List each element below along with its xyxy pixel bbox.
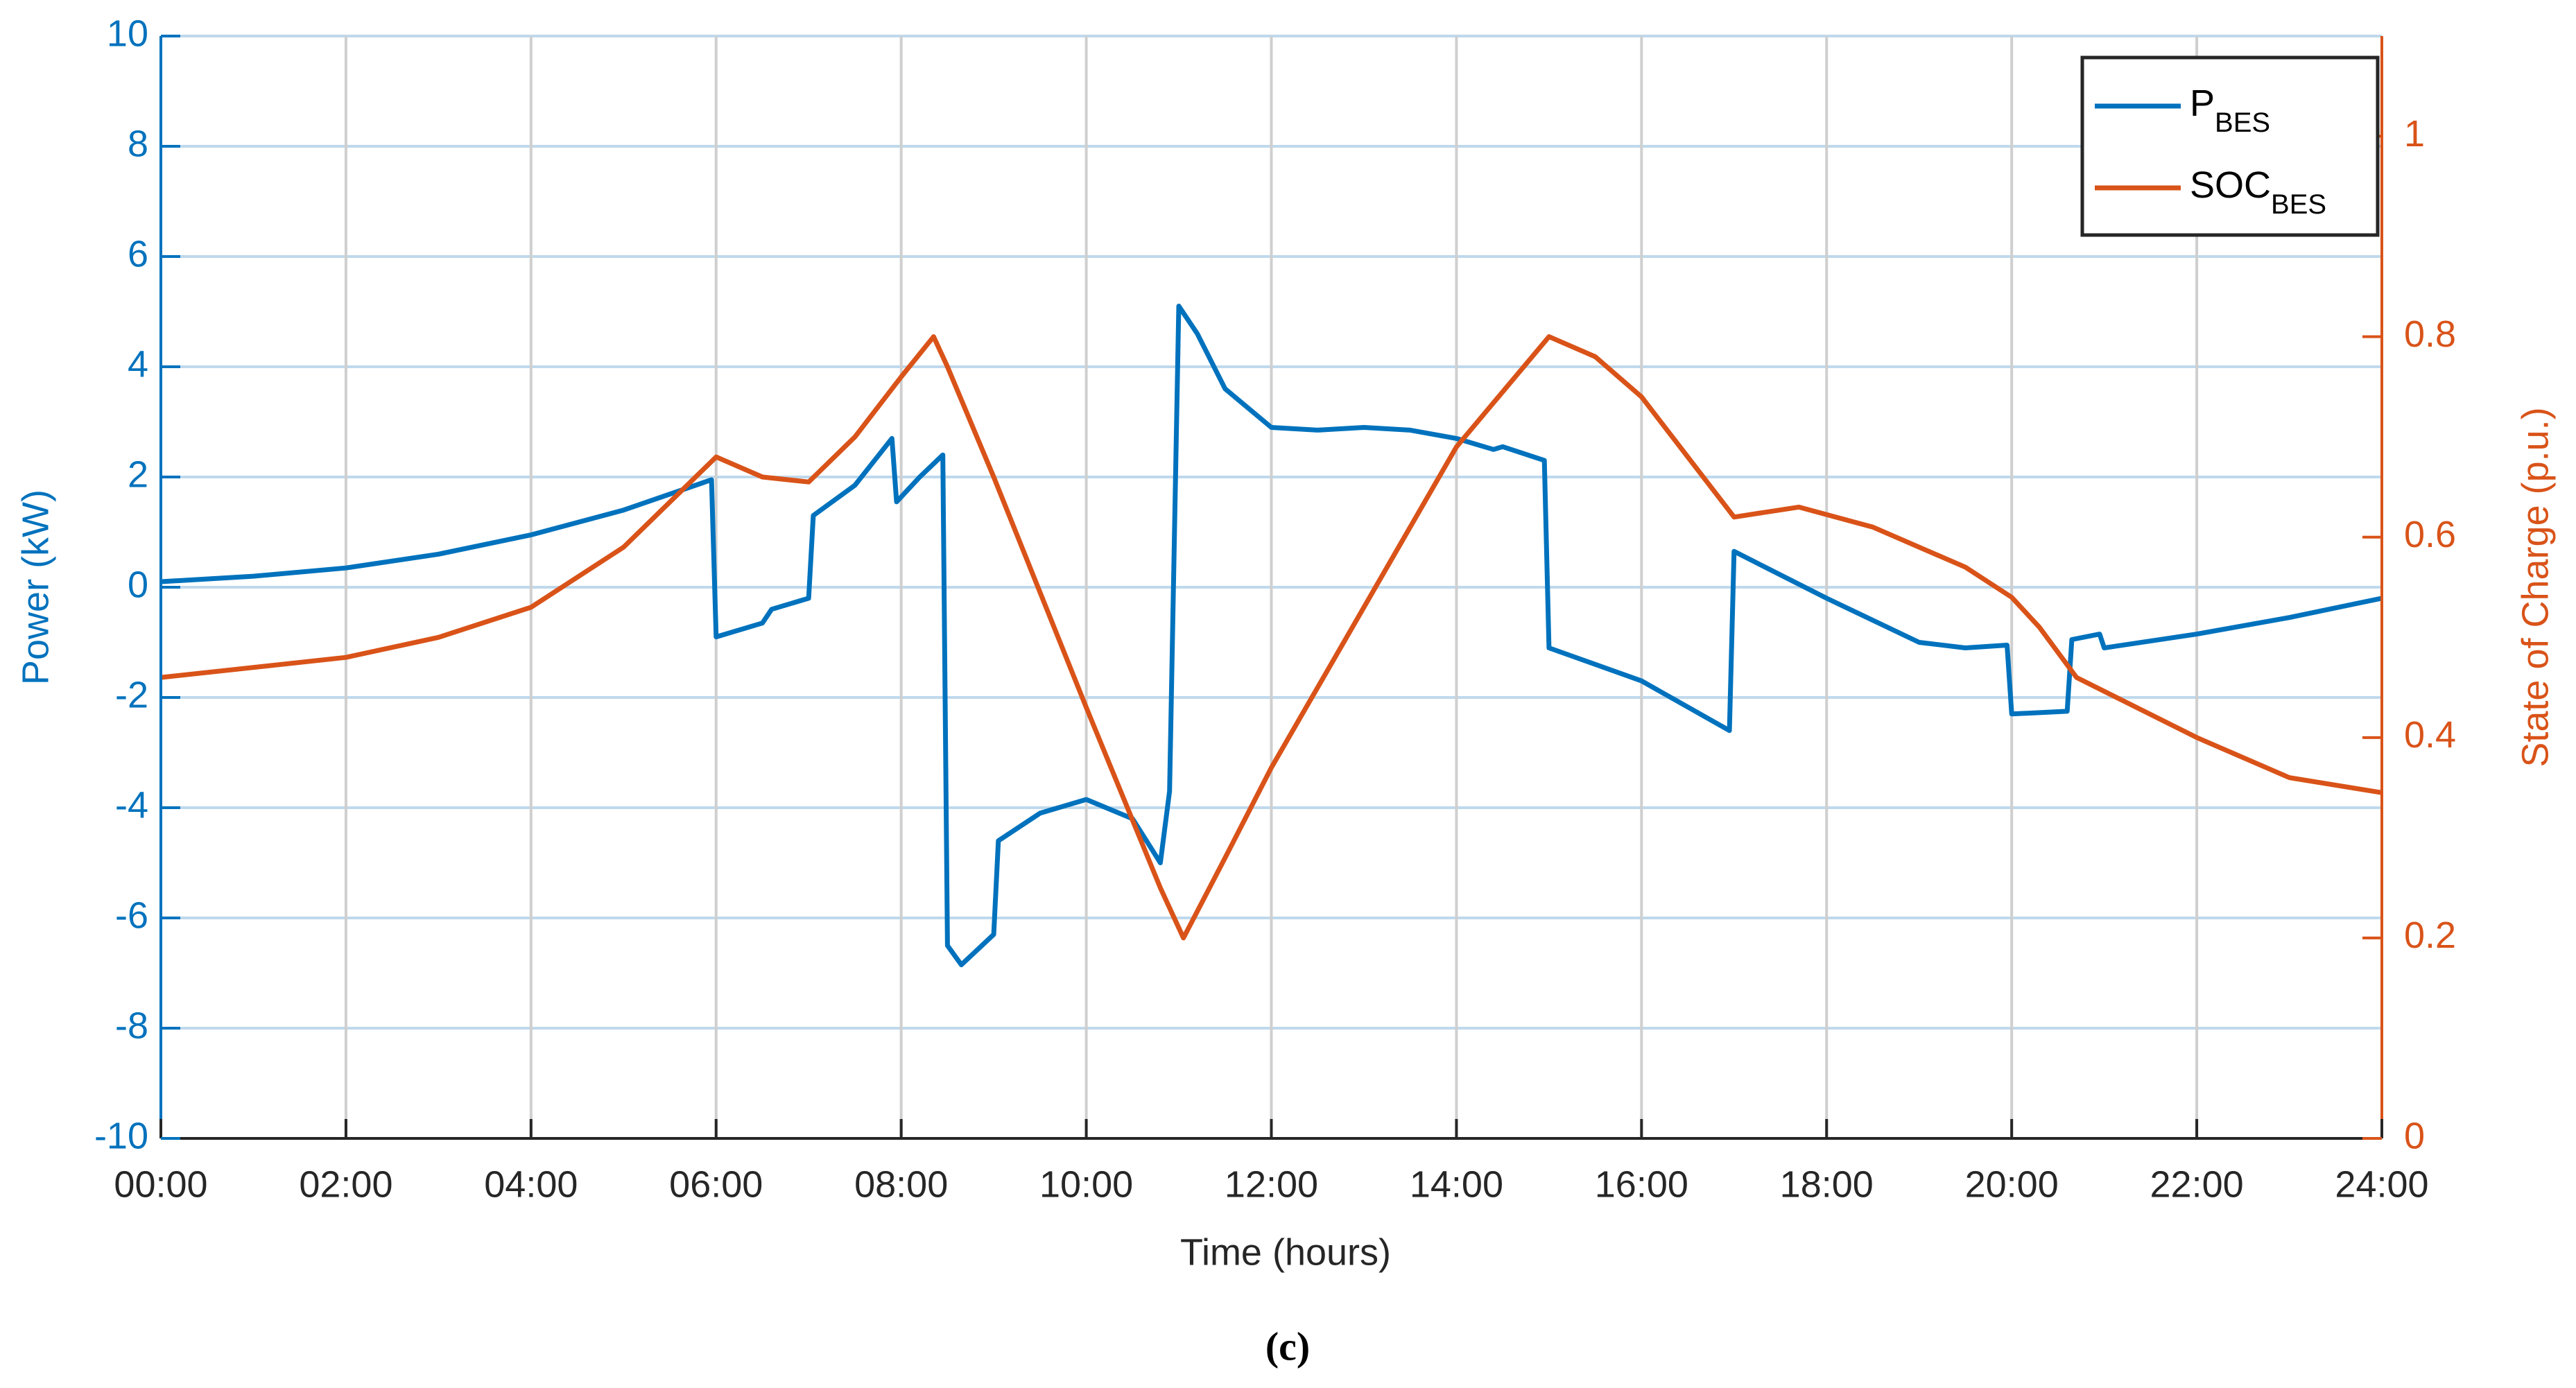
x-tick-label: 14:00 [1410, 1163, 1503, 1205]
x-tick-label: 02:00 [299, 1163, 392, 1205]
y-tick-label: -6 [115, 894, 148, 936]
legend-box [2080, 55, 2380, 237]
legend-name: P [2190, 83, 2215, 124]
y-tick-label: 8 [128, 123, 148, 164]
y-tick-label: -2 [115, 674, 148, 715]
x-tick-label: 00:00 [114, 1163, 207, 1205]
x-tick-label: 16:00 [1595, 1163, 1688, 1205]
y2-tick-label: 0.8 [2404, 313, 2456, 355]
x-tick-label: 04:00 [484, 1163, 578, 1205]
caption: (c) [1265, 1324, 1310, 1369]
x-tick-label: 24:00 [2335, 1163, 2428, 1205]
legend-subscript: BES [2215, 107, 2270, 138]
x-tick-label: 20:00 [1965, 1163, 2059, 1205]
x-tick-label: 18:00 [1780, 1163, 1874, 1205]
y2-tick-label: 0.2 [2404, 914, 2456, 956]
legend-subscript: BES [2271, 189, 2326, 220]
x-tick-label: 12:00 [1225, 1163, 1318, 1205]
y2-tick-label: 0 [2404, 1115, 2425, 1156]
y-tick-label: 4 [128, 343, 148, 385]
y2-tick-label: 1 [2404, 113, 2425, 155]
y-tick-label: -8 [115, 1005, 148, 1046]
y2-tick-label: 0.4 [2404, 714, 2456, 756]
legend-label: PBES [2190, 83, 2270, 137]
x-tick-label: 06:00 [669, 1163, 763, 1205]
y-tick-label: 2 [128, 453, 148, 495]
y-tick-label: 6 [128, 233, 148, 275]
legend-name: SOC [2190, 164, 2271, 206]
y2-tick-label: 0.6 [2404, 514, 2456, 555]
y-tick-label: 0 [128, 564, 148, 605]
y-tick-label: 10 [107, 12, 148, 54]
data-line [160, 304, 2383, 968]
x-tick-label: 22:00 [2150, 1163, 2244, 1205]
x-tick-label: 10:00 [1039, 1163, 1133, 1205]
y-axis-label: Power (kW) [15, 489, 56, 685]
x-tick-label: 08:00 [854, 1163, 948, 1205]
x-axis-label: Time (hours) [1180, 1231, 1391, 1273]
y-tick-label: -10 [94, 1115, 148, 1156]
data-line [160, 334, 2383, 941]
legend-label: SOCBES [2190, 164, 2326, 219]
y-tick-label: -4 [115, 784, 148, 826]
y2-axis-label: State of Charge (p.u.) [2514, 407, 2556, 767]
